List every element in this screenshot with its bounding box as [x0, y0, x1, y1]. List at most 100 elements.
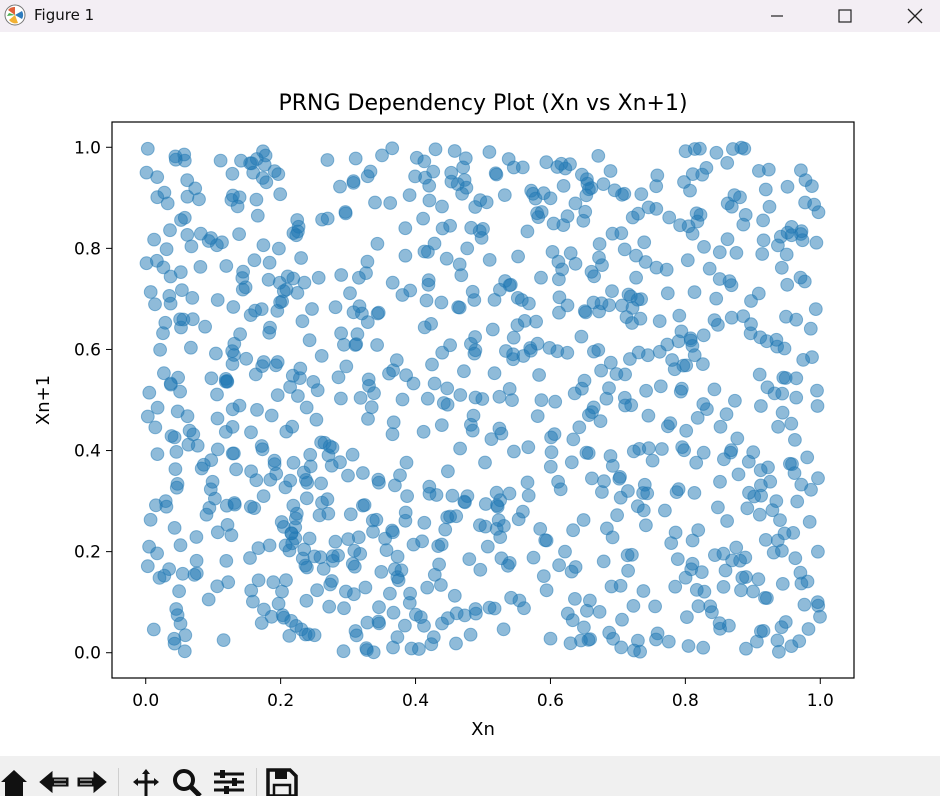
- scatter-point: [385, 275, 400, 290]
- scatter-point: [283, 473, 298, 488]
- x-tick-label: 0.4: [402, 691, 429, 711]
- scatter-point: [779, 309, 793, 324]
- scatter-point: [314, 476, 329, 491]
- scatter-point: [270, 304, 285, 318]
- scatter-point: [804, 482, 818, 497]
- scatter-point: [314, 435, 329, 450]
- scatter-point: [803, 321, 818, 336]
- scatter-point: [421, 277, 436, 292]
- scatter-point: [760, 380, 775, 395]
- scatter-point: [395, 392, 410, 407]
- scatter-point: [712, 245, 727, 260]
- scatter-point: [746, 445, 761, 460]
- save-button[interactable]: [266, 768, 298, 796]
- scatter-point: [572, 420, 587, 435]
- scatter-point: [724, 443, 739, 458]
- scatter-point: [685, 226, 700, 241]
- scatter-point: [356, 466, 370, 480]
- scatter-point: [648, 599, 662, 614]
- scatter-point: [343, 286, 357, 301]
- scatter-point: [543, 631, 558, 646]
- pan-button[interactable]: [128, 768, 164, 796]
- scatter-point: [659, 262, 674, 277]
- scatter-point: [530, 409, 545, 424]
- scatter-point: [469, 606, 483, 621]
- scatter-point: [802, 515, 817, 529]
- scatter-point: [693, 141, 707, 156]
- scatter-point: [664, 536, 679, 551]
- zoom-button[interactable]: [170, 768, 204, 796]
- scatter-point: [353, 547, 368, 561]
- forward-button[interactable]: [76, 768, 108, 796]
- scatter-point: [143, 285, 158, 299]
- figure-canvas[interactable]: PRNG Dependency Plot (Xn vs Xn+1) 0.0 0.2…: [0, 32, 940, 756]
- scatter-point: [738, 550, 753, 565]
- scatter-point: [174, 213, 188, 227]
- scatter-point: [416, 211, 431, 226]
- scatter-point: [336, 644, 351, 659]
- scatter-point: [255, 442, 270, 457]
- scatter-point: [447, 588, 462, 603]
- scatter-point: [279, 573, 293, 588]
- scatter-point: [544, 445, 559, 460]
- scatter-point: [390, 549, 405, 564]
- scatter-point: [487, 601, 502, 616]
- scatter-point: [349, 628, 364, 643]
- scatter-point: [299, 491, 314, 506]
- scatter-point: [457, 608, 472, 623]
- scatter-point: [235, 282, 250, 297]
- scatter-point: [189, 566, 204, 581]
- scatter-point: [639, 383, 653, 398]
- scatter-point: [778, 615, 793, 629]
- back-button[interactable]: [38, 768, 70, 796]
- scatter-point: [150, 400, 165, 415]
- scatter-point: [713, 419, 728, 434]
- scatter-point: [345, 447, 360, 462]
- scatter-point: [596, 554, 611, 569]
- scatter-point: [603, 355, 618, 370]
- scatter-point: [229, 462, 244, 477]
- home-button[interactable]: [0, 768, 30, 796]
- configure-subplots-button[interactable]: [212, 768, 246, 796]
- scatter-point: [696, 328, 711, 343]
- scatter-point: [226, 300, 241, 314]
- scatter-point: [302, 333, 317, 348]
- scatter-point: [300, 560, 314, 575]
- scatter-point: [366, 645, 381, 660]
- scatter-point: [383, 586, 397, 601]
- scatter-point: [286, 271, 301, 286]
- scatter-point: [139, 165, 154, 180]
- scatter-point: [597, 474, 611, 489]
- scatter-point: [286, 498, 301, 513]
- scatter-point: [466, 408, 481, 423]
- scatter-point: [398, 513, 413, 528]
- scatter-point: [449, 509, 464, 524]
- scatter-point: [539, 533, 554, 548]
- scatter-point: [658, 503, 672, 518]
- scatter-point: [299, 400, 314, 415]
- scatter-point: [746, 584, 760, 599]
- scatter-point: [420, 580, 435, 595]
- scatter-point: [800, 450, 815, 465]
- scatter-point: [156, 326, 170, 341]
- scatter-point: [452, 300, 467, 315]
- scatter-point: [712, 272, 727, 286]
- maximize-button[interactable]: [822, 0, 868, 32]
- scatter-point: [386, 605, 401, 620]
- scatter-point: [511, 512, 526, 527]
- scatter-point: [177, 644, 192, 659]
- scatter-point: [777, 341, 792, 356]
- scatter-point: [729, 246, 744, 260]
- scatter-point: [740, 501, 755, 516]
- minimize-button[interactable]: [754, 0, 800, 32]
- scatter-point: [752, 164, 766, 178]
- scatter-point: [720, 232, 735, 247]
- scatter-point: [272, 241, 286, 256]
- scatter-point: [219, 259, 234, 273]
- scatter-point: [479, 195, 494, 210]
- scatter-point: [288, 511, 303, 526]
- scatter-point: [718, 563, 733, 578]
- scatter-point: [248, 367, 263, 382]
- scatter-point: [167, 521, 182, 535]
- close-button[interactable]: [892, 0, 938, 32]
